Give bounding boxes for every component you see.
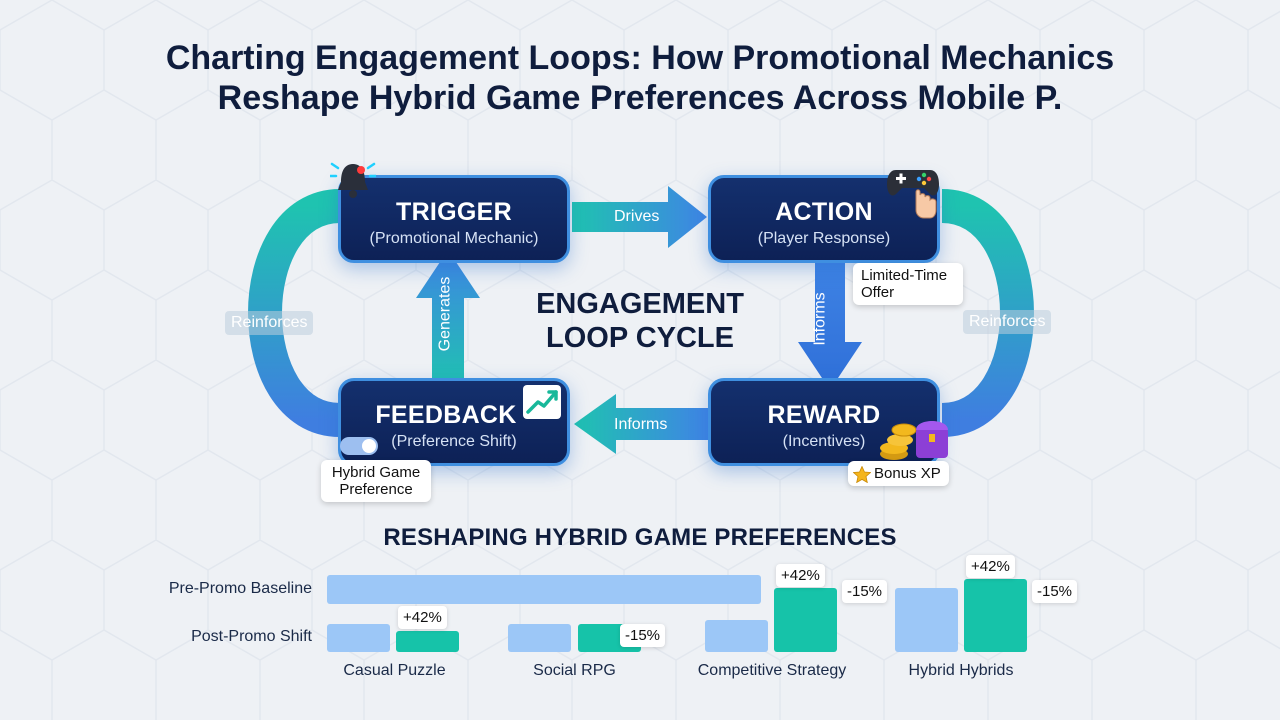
bar-pre-promo-baseline [327, 575, 761, 604]
limited-time-offer-callout: Limited-Time Offer [853, 263, 963, 305]
generates-label: Generates [436, 276, 454, 352]
row-label-pre-promo: Pre-Promo Baseline [168, 580, 312, 597]
reward-title: REWARD [767, 401, 881, 429]
informs-left-label: Informs [614, 416, 668, 433]
bar-casual-puzzle-pre [327, 624, 390, 652]
center-label-line-1: ENGAGEMENT [536, 288, 744, 320]
hybrid-game-preference-callout: Hybrid Game Preference [321, 460, 431, 502]
informs-left-arrow [574, 394, 708, 454]
feedback-subtitle: (Preference Shift) [391, 433, 517, 450]
bar-social-rpg-pre [508, 624, 571, 652]
drives-label: Drives [614, 208, 660, 225]
title-line-1: Charting Engagement Loops: How Promotion… [165, 39, 1115, 77]
gamepad-icon [887, 170, 939, 219]
trend-chart-icon [523, 385, 561, 419]
category-label-casual-puzzle: Casual Puzzle [343, 662, 446, 679]
star-icon [853, 466, 871, 483]
bonus-xp-callout: Bonus XP [848, 461, 949, 486]
bar-hybrid-hybrids-post [964, 579, 1027, 652]
trigger-title: TRIGGER [396, 198, 512, 226]
trigger-node: TRIGGER (Promotional Mechanic) [338, 175, 570, 263]
trigger-subtitle: (Promotional Mechanic) [369, 230, 539, 247]
chart-title: RESHAPING HYBRID GAME PREFERENCES [383, 524, 897, 551]
engagement-loop-cycle-label: ENGAGEMENT LOOP CYCLE [505, 287, 775, 355]
bar-casual-puzzle-post [396, 631, 459, 652]
informs-down-arrow [798, 252, 862, 390]
reinforces-left-label: Reinforces [225, 311, 314, 335]
page-title: Charting Engagement Loops: How Promotion… [0, 38, 1280, 118]
center-label-line-2: LOOP CYCLE [546, 322, 734, 354]
bonus-xp-label: Bonus XP [874, 465, 941, 482]
reward-subtitle: (Incentives) [782, 433, 866, 450]
informs-down-label: Informs [811, 292, 829, 346]
drives-arrow [572, 186, 707, 248]
value-label-competitive-strategy: +42% [776, 564, 825, 587]
action-node: ACTION (Player Response) [708, 175, 940, 263]
bar-competitive-strategy-post [774, 588, 837, 652]
category-label-hybrid-hybrids: Hybrid Hybrids [908, 662, 1014, 679]
row-label-post-promo: Post-Promo Shift [191, 628, 312, 645]
value-label-hybrid-hybrids: +42% [966, 555, 1015, 578]
bar-hybrid-hybrids-pre [895, 588, 958, 652]
action-subtitle: (Player Response) [757, 230, 891, 247]
value-label-hybrid-hybrids-side: -15% [1032, 580, 1078, 603]
alarm-bell-icon [330, 162, 376, 198]
category-label-social-rpg: Social RPG [533, 662, 616, 679]
action-title: ACTION [775, 198, 873, 226]
value-label-casual-puzzle: +42% [398, 606, 447, 629]
bar-competitive-strategy-pre [705, 620, 768, 652]
title-line-2: Reshape Hybrid Game Preferences Across M… [217, 79, 1063, 117]
treasure-chest-icon [880, 421, 948, 460]
value-label-social-rpg: -15% [620, 624, 666, 647]
preference-toggle [340, 437, 378, 455]
reinforces-right-label: Reinforces [963, 310, 1052, 334]
value-label-competitive-strategy-side: -15% [842, 580, 888, 603]
category-label-competitive-strategy: Competitive Strategy [697, 662, 847, 679]
feedback-title: FEEDBACK [375, 401, 517, 429]
generates-up-arrow [416, 250, 480, 388]
